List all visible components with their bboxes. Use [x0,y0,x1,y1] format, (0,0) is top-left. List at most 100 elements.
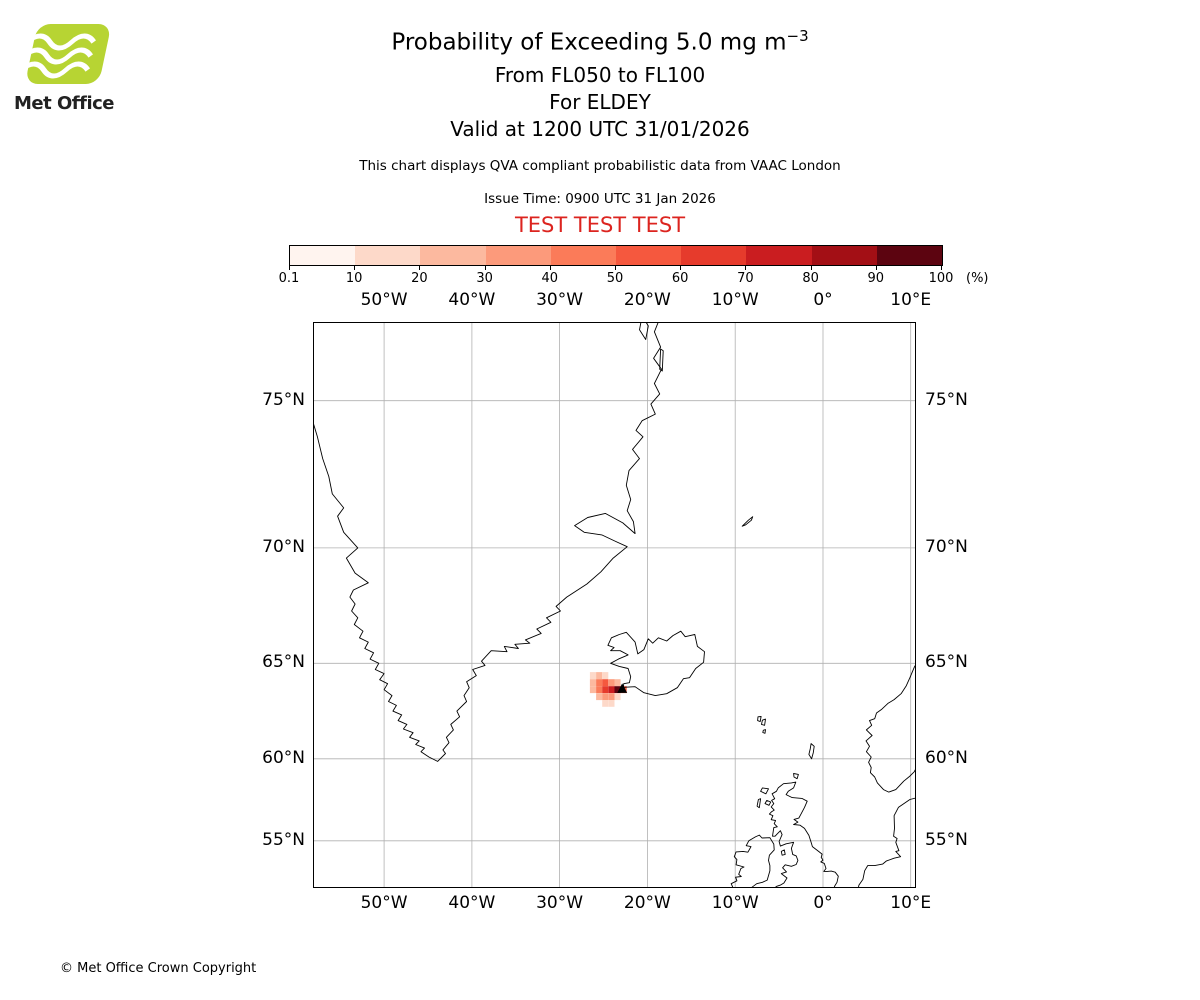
coastline-ireland [730,834,775,888]
lon-tick-label-bottom: 30°W [536,893,584,913]
lat-tick-label-left: 65°N [262,652,305,673]
probability-cell [614,693,621,701]
lon-tick-label-bottom: 0° [813,893,833,913]
colorbar-tick [354,266,356,270]
colorbar-unit-label: (%) [966,271,989,286]
colorbar-tick [745,266,747,270]
colorbar-tick [289,266,290,270]
lon-tick-label-top: 20°W [623,290,671,310]
volcano-name-line: For ELDEY [549,90,651,114]
issue-time-line: Issue Time: 0900 UTC 31 Jan 2026 [484,191,716,207]
colorbar-label: 20 [411,271,428,286]
coastline-great-britain [768,781,839,888]
coastline-hebrides-lewis [760,787,769,795]
colorbar-tick [549,266,551,270]
probability-cell [596,686,603,694]
page-title-text: Probability of Exceeding 5.0 mg m [391,29,787,56]
colorbar-tick [810,266,812,270]
lat-tick-label-left: 55°N [262,829,305,850]
lon-tick-label-top: 40°W [448,290,496,310]
colorbar-label: 60 [671,271,689,286]
probability-cell [608,679,615,687]
probability-cell [589,672,596,680]
title-superscript: −3 [786,27,809,45]
probability-cell [589,679,596,687]
met-office-logo-waves [20,33,96,79]
qva-compliance-note: This chart displays QVA compliant probab… [359,158,841,174]
colorbar-segment [876,246,943,265]
probability-cell [608,686,615,694]
colorbar-label: 80 [802,271,819,286]
coastline-hebrides-uist [756,798,762,809]
coastline-faroe-3 [762,729,766,734]
lat-tick-label-right: 70°N [925,536,968,557]
lon-tick-label-top: 50°W [360,290,408,310]
volcano-marker [617,683,628,693]
colorbar-segment [355,246,421,265]
lon-tick-label-top: 10°E [890,290,932,310]
colorbar-segment [420,246,486,265]
lon-tick-label-top: 30°W [536,290,584,310]
probability-colorbar [289,245,943,266]
coastline-faroe-1 [757,716,762,723]
probability-cell [614,686,621,694]
lon-tick-label-top: 0° [813,290,833,310]
colorbar-label: 100 [928,271,954,286]
met-office-logo: Met Office [14,22,134,114]
colorbar-segment [485,246,551,265]
met-office-logo-graphic [20,24,110,84]
colorbar-tick [484,266,486,270]
lat-tick-label-left: 70°N [262,536,305,557]
coastline-faroe-2 [761,718,766,726]
probability-cell [602,700,609,707]
colorbar-tick [680,266,682,270]
flight-level-range: From FL050 to FL100 [494,63,706,87]
coastline-orkney [793,773,799,780]
page-title: Probability of Exceeding 5.0 mg m−3 [0,27,1200,56]
colorbar-label: 40 [541,271,559,286]
probability-cell [608,693,615,701]
lon-tick-label-bottom: 20°W [623,893,671,913]
lat-tick-label-right: 75°N [925,389,968,410]
coastline-denmark-netherlands [857,797,916,888]
colorbar-label: 30 [476,271,493,286]
probability-cell [602,686,609,694]
lon-tick-label-bottom: 40°W [448,893,496,913]
copyright-notice: © Met Office Crown Copyright [60,961,257,976]
probability-cell [608,700,615,707]
lat-tick-label-right: 55°N [925,829,968,850]
colorbar-label: 0.1 [278,271,300,286]
map-frame [313,322,916,888]
coastline-greenland-island-koldewey [659,348,664,372]
colorbar-tick [419,266,421,270]
map-canvas [313,322,916,888]
colorbar-label: 10 [345,271,363,286]
probability-cell [602,693,609,701]
colorbar-label: 70 [737,271,754,286]
probability-cell [589,686,596,694]
colorbar-segment [290,246,356,265]
colorbar-label: 90 [867,271,885,286]
probability-cell [602,672,609,680]
colorbar-label: 50 [606,271,624,286]
coastline-iceland [607,630,705,697]
coastline-isle-of-man [780,849,786,856]
lon-tick-label-bottom: 10°W [711,893,759,913]
probability-cell [596,672,603,680]
coastline-shetland [808,743,815,760]
probability-cell [602,679,609,687]
met-office-logo-text: Met Office [14,93,115,114]
colorbar-segment [681,246,747,265]
lat-tick-label-left: 60°N [262,747,305,768]
test-banner: TEST TEST TEST [514,213,686,237]
coastline-skye [764,799,772,806]
coastline-jan-mayen [741,516,754,527]
colorbar-segment [550,246,617,265]
probability-cell [596,693,603,701]
coastline-greenland [313,322,662,762]
colorbar-segment [616,246,682,265]
lon-tick-label-bottom: 50°W [360,893,408,913]
lon-tick-label-top: 10°W [711,290,759,310]
valid-time-line: Valid at 1200 UTC 31/01/2026 [450,117,750,141]
